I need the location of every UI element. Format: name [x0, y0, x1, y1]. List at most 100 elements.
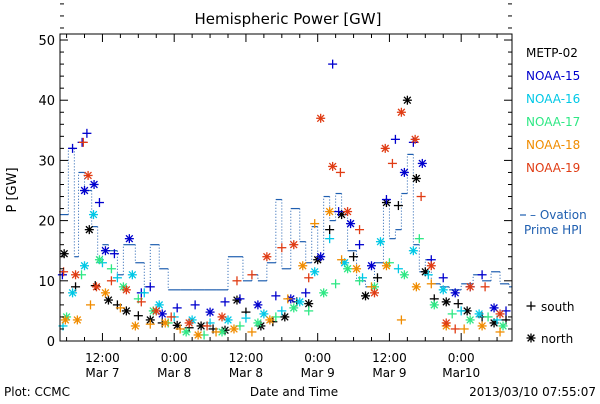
legend-ovation-label-line2: Prime HPI — [524, 223, 582, 237]
north-point-noaa-15 — [366, 261, 376, 271]
north-point-noaa-19 — [410, 134, 420, 144]
marker-stroke-d2 — [412, 282, 421, 291]
north-point-metp-02 — [402, 95, 412, 105]
south-point-noaa-15 — [301, 288, 311, 298]
series-noaa-17 — [62, 234, 508, 340]
south-point-noaa-19 — [277, 243, 287, 253]
marker-stroke-d2 — [421, 267, 430, 276]
north-point-metp-02 — [103, 295, 113, 305]
marker-stroke-d2 — [197, 322, 205, 330]
north-point-noaa-18 — [193, 330, 203, 340]
y-axis-label: P [GW] — [5, 167, 20, 212]
marker-stroke-d2 — [316, 252, 325, 261]
north-point-noaa-17 — [181, 327, 191, 337]
marker-stroke-d2 — [361, 292, 370, 300]
south-point-noaa-15 — [82, 128, 92, 138]
marker-stroke-d2 — [206, 308, 214, 316]
north-point-noaa-15 — [399, 167, 409, 177]
north-point-noaa-16 — [127, 270, 137, 280]
marker-stroke-d2 — [499, 322, 507, 330]
marker-stroke-d2 — [92, 282, 101, 291]
marker-stroke-d2 — [295, 298, 304, 306]
marker-stroke-d2 — [496, 310, 504, 318]
marker-stroke-d2 — [254, 301, 262, 309]
marker-stroke-d2 — [343, 207, 352, 216]
marker-stroke-d2 — [382, 261, 391, 270]
north-point-noaa-16 — [80, 261, 90, 271]
north-point-noaa-19 — [83, 170, 93, 180]
south-point-noaa-19 — [387, 158, 397, 168]
north-point-noaa-17 — [319, 288, 329, 298]
north-point-noaa-18 — [265, 315, 275, 325]
marker-stroke-d2 — [224, 316, 232, 324]
north-point-noaa-18 — [229, 324, 239, 334]
marker-stroke-d2 — [370, 289, 379, 297]
marker-stroke-d2 — [101, 246, 110, 255]
north-point-noaa-17 — [429, 300, 439, 310]
x-tick-label-date: Mar 7 — [85, 366, 119, 380]
marker-stroke-d2 — [60, 249, 69, 258]
marker-stroke-d2 — [85, 225, 94, 234]
south-point-metp-02 — [453, 299, 463, 309]
marker-stroke-d2 — [95, 255, 104, 264]
south-point-noaa-18 — [337, 255, 347, 265]
legend-item-metp-02: METP-02 — [526, 46, 578, 60]
marker-stroke-d2 — [182, 328, 190, 336]
north-point-noaa-19 — [289, 240, 299, 250]
x-tick-label-date: Mar10 — [442, 366, 480, 380]
x-tick-label-time: 0:00 — [448, 351, 475, 365]
south-point-noaa-19 — [232, 276, 242, 286]
south-point-noaa-15 — [381, 195, 391, 205]
marker-stroke-d2 — [104, 296, 113, 304]
legend-item-noaa-16: NOAA-16 — [526, 92, 580, 106]
series-noaa-15 — [57, 59, 511, 319]
north-point-noaa-18 — [160, 318, 170, 328]
south-point-noaa-16 — [241, 313, 251, 323]
marker-stroke-d2 — [131, 322, 140, 330]
north-point-noaa-16 — [154, 300, 164, 310]
marker-stroke-d2 — [263, 252, 271, 261]
south-point-noaa-18 — [426, 279, 436, 289]
south-point-noaa-15 — [271, 291, 281, 301]
south-point-noaa-15 — [190, 300, 200, 310]
south-point-noaa-17 — [483, 312, 493, 322]
north-point-noaa-16 — [438, 285, 448, 295]
marker-stroke-d2 — [346, 219, 355, 228]
north-point-metp-02 — [232, 295, 242, 305]
south-point-noaa-15 — [172, 303, 182, 313]
south-point-noaa-19 — [416, 192, 426, 202]
x-tick-label-date: Mar 8 — [157, 366, 191, 380]
x-tick-label-date: Mar 8 — [229, 366, 263, 380]
marker-stroke-d2 — [128, 270, 137, 279]
legend-item-noaa-19: NOAA-19 — [526, 161, 580, 175]
south-point-noaa-19 — [480, 282, 490, 292]
marker-stroke-d2 — [218, 313, 226, 321]
marker-stroke-d2 — [442, 298, 451, 306]
plot-credit: Plot: CCMC — [4, 385, 70, 399]
marker-stroke-d2 — [152, 307, 161, 315]
south-point-noaa-15 — [334, 207, 344, 217]
marker-stroke-d2 — [89, 210, 98, 219]
north-point-noaa-16 — [259, 309, 269, 319]
marker-stroke-d2 — [122, 285, 131, 294]
marker-stroke-d2 — [304, 299, 313, 308]
south-point-noaa-18 — [396, 315, 406, 325]
south-point-noaa-19 — [247, 270, 257, 280]
north-point-noaa-19 — [380, 143, 390, 153]
north-point-noaa-17 — [94, 255, 104, 265]
series-noaa-19 — [59, 107, 505, 334]
north-point-noaa-18 — [477, 321, 487, 331]
y-tick-label: 30 — [38, 154, 55, 169]
north-point-noaa-19 — [426, 261, 436, 271]
north-point-metp-02 — [304, 299, 314, 309]
north-point-noaa-15 — [316, 252, 326, 262]
south-point-noaa-15 — [220, 297, 230, 307]
north-point-noaa-18 — [130, 321, 140, 331]
south-point-noaa-18 — [115, 303, 125, 313]
north-point-noaa-15 — [253, 300, 263, 310]
legend: METP-02 NOAA-15 NOAA-16 NOAA-17 NOAA-18 NOAA-… — [520, 46, 587, 346]
north-point-noaa-16 — [310, 267, 320, 277]
north-point-noaa-15 — [89, 179, 99, 189]
north-point-noaa-19 — [184, 318, 194, 328]
